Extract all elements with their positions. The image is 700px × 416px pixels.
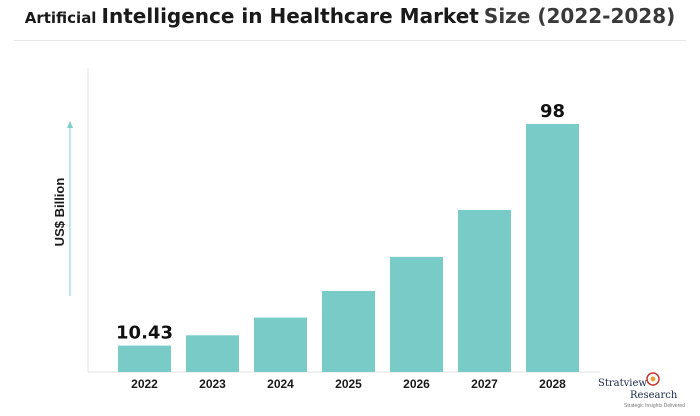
bar-2028 [526, 124, 579, 372]
x-tick-2022: 2022 [131, 377, 158, 391]
logo-brand-top: Stratview [598, 378, 647, 389]
up-arrow-icon [67, 121, 73, 128]
bar-2023 [186, 335, 239, 372]
bar-2027 [458, 210, 511, 372]
chart-title: Artificial Intelligence in Healthcare Ma… [0, 4, 700, 28]
data-label-2028: 98 [540, 101, 565, 122]
title-part-3: Size (2022-2028) [483, 4, 676, 28]
title-part-2: Intelligence in Healthcare Market [101, 4, 479, 28]
stratview-logo: Stratview Research Strategic Insights De… [598, 372, 690, 412]
target-bulb-icon [646, 372, 660, 386]
x-tick-2028: 2028 [539, 377, 566, 391]
y-axis-label: US$ Billion [52, 178, 67, 247]
bar-2022 [118, 345, 171, 372]
title-divider [14, 40, 686, 41]
logo-brand-bottom: Research [630, 390, 678, 401]
x-tick-2026: 2026 [403, 377, 430, 391]
logo-tagline: Strategic Insights Delivered [624, 403, 685, 409]
x-tick-2024: 2024 [267, 377, 294, 391]
bar-2025 [322, 291, 375, 372]
data-label-2022: 10.43 [116, 323, 173, 344]
bar-2026 [390, 256, 443, 372]
bar-2024 [254, 317, 307, 372]
x-tick-2027: 2027 [471, 377, 498, 391]
x-tick-2023: 2023 [199, 377, 226, 391]
title-part-1: Artificial [24, 9, 97, 27]
x-tick-2025: 2025 [335, 377, 362, 391]
